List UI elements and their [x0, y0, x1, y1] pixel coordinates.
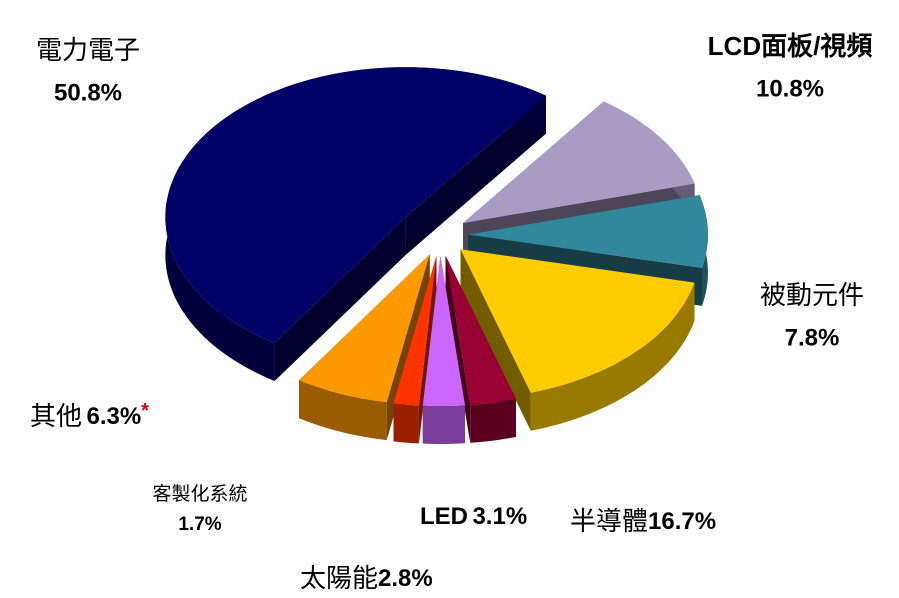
category-label: 客製化系統: [152, 483, 247, 505]
slice: [460, 249, 695, 393]
value-label: 7.8%: [785, 324, 840, 351]
category-label: 半導體: [570, 506, 648, 536]
slice-wall: [422, 405, 465, 444]
slice: [165, 67, 546, 343]
value-label: 2.8%: [378, 565, 433, 592]
slice-wall: [470, 399, 516, 443]
value-label: 3.1%: [472, 503, 527, 530]
slice-side: [274, 217, 406, 381]
category-label: LCD面板/視頻: [708, 31, 873, 61]
slice-wall: [393, 403, 419, 444]
category-label: 太陽能: [300, 563, 378, 593]
slice-side: [405, 95, 546, 256]
slice-side: [460, 249, 531, 431]
category-label: 電力電子: [36, 35, 140, 65]
value-label: 1.7%: [178, 514, 221, 535]
value-label: 10.8%: [756, 75, 824, 102]
slice: [468, 195, 708, 268]
slice-label: LED 3.1%: [420, 503, 527, 530]
slice-label: 半導體16.7%: [570, 506, 716, 536]
category-label: LED: [420, 503, 468, 530]
slice-wall: [530, 282, 695, 431]
category-label: 被動元件: [760, 280, 864, 310]
slice: [299, 254, 430, 403]
footnote-mark: *: [141, 400, 149, 422]
slice-label: 太陽能2.8%: [300, 563, 433, 593]
category-label: 其他: [30, 401, 82, 431]
slice: [393, 255, 437, 406]
slice-wall: [299, 380, 387, 441]
slice: [422, 256, 465, 406]
slice-label: 其他 6.3%*: [30, 400, 149, 431]
value-label: 50.8%: [54, 79, 122, 106]
slice-side: [445, 255, 471, 443]
slice: [463, 101, 695, 224]
value-label: 6.3%: [86, 403, 141, 430]
slice: [445, 255, 516, 405]
value-label: 16.7%: [648, 508, 716, 535]
